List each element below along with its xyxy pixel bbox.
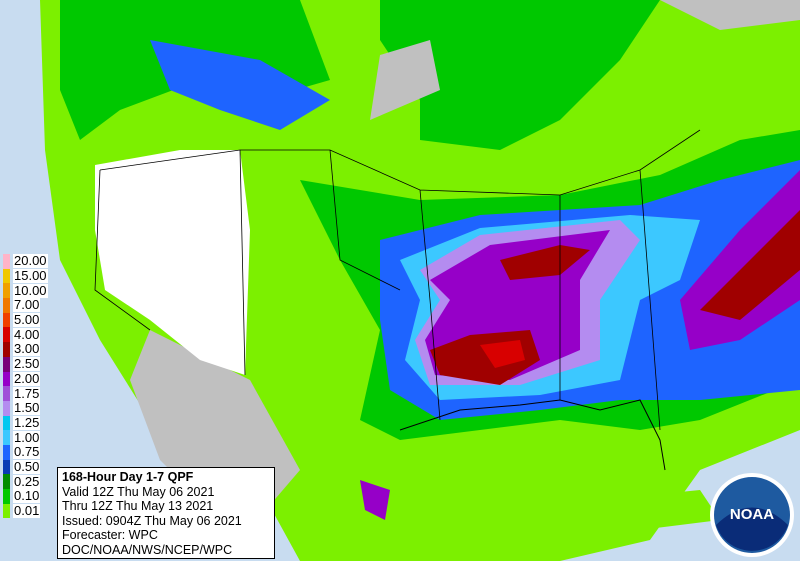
logo-text: NOAA [730, 506, 774, 523]
legend-swatch [3, 474, 10, 489]
borders [94, 129, 701, 431]
legend-label: 15.00 [13, 268, 48, 284]
legend-label: 10.00 [13, 282, 48, 298]
legend-row: 2.00 [3, 370, 59, 387]
dry-land [370, 40, 440, 120]
valid: Valid 12Z Thu May 06 2021 [62, 484, 215, 499]
noaa-logo: NOAA [710, 473, 794, 557]
precip-green [380, 0, 660, 150]
legend-swatch [3, 400, 10, 416]
legend-label: 2.50 [13, 356, 41, 372]
precip-purple [360, 480, 390, 520]
legend-row: 10.00 [3, 282, 59, 299]
legend-label: 0.10 [13, 488, 41, 504]
legend-row: 5.00 [3, 313, 59, 328]
legend-swatch [3, 283, 10, 299]
legend-label: 1.75 [13, 385, 41, 401]
legend: 20.00 15.00 10.00 7.00 5.00 4.00 3.00 2.50 2.00 1… [3, 254, 59, 519]
legend-row: 7.00 [3, 298, 59, 313]
precip-red [500, 245, 590, 280]
legend-label: 1.00 [13, 429, 41, 445]
legend-label: 1.25 [13, 414, 41, 430]
legend-label: 1.50 [13, 400, 41, 416]
legend-swatch [3, 312, 10, 328]
forecaster: Forecaster: WPC [62, 528, 158, 543]
legend-label: 4.00 [13, 326, 41, 342]
legend-swatch [3, 327, 10, 343]
legend-row: 3.00 [3, 342, 59, 357]
legend-label: 0.50 [13, 458, 41, 474]
legend-label: 0.75 [13, 444, 41, 460]
dry-area [95, 150, 250, 375]
logo-wave [716, 507, 788, 551]
legend-swatch [3, 415, 10, 431]
dry-land [660, 0, 800, 30]
legend-swatch [3, 503, 10, 519]
legend-row: 1.75 [3, 386, 59, 401]
source: DOC/NOAA/NWS/NCEP/WPC [62, 542, 233, 557]
legend-swatch [3, 386, 10, 401]
legend-row: 1.00 [3, 430, 59, 445]
legend-swatch [3, 268, 10, 284]
legend-row: 0.25 [3, 474, 59, 489]
legend-row: 0.75 [3, 445, 59, 460]
legend-row: 1.25 [3, 414, 59, 431]
legend-row: 15.00 [3, 269, 59, 284]
legend-swatch [3, 356, 10, 372]
legend-label: 0.01 [13, 503, 41, 519]
legend-label: 20.00 [13, 253, 48, 269]
legend-row: 1.50 [3, 401, 59, 416]
legend-swatch [3, 342, 10, 357]
legend-row: 4.00 [3, 326, 59, 343]
legend-swatch [3, 459, 10, 475]
legend-label: 2.00 [13, 370, 41, 386]
title: 168-Hour Day 1-7 QPF [62, 470, 194, 484]
legend-label: 7.00 [13, 297, 41, 313]
legend-swatch [3, 254, 10, 269]
legend-row: 2.50 [3, 357, 59, 372]
legend-label: 5.00 [13, 312, 41, 328]
info-box: 168-Hour Day 1-7 QPF Valid 12Z Thu May 0… [57, 467, 275, 559]
legend-row: 0.01 [3, 504, 59, 519]
precip-blue [150, 40, 330, 130]
legend-swatch [3, 371, 10, 387]
issued: Issued: 0904Z Thu May 06 2021 [62, 513, 242, 528]
light-precip [600, 490, 720, 530]
legend-row: 0.10 [3, 489, 59, 504]
thru: Thru 12Z Thu May 13 2021 [62, 499, 214, 514]
legend-swatch [3, 489, 10, 504]
legend-label: 3.00 [13, 341, 41, 357]
precip-bright-red [480, 340, 525, 368]
legend-label: 0.25 [13, 473, 41, 489]
legend-row: 20.00 [3, 254, 59, 269]
precip-red [700, 210, 800, 320]
legend-swatch [3, 430, 10, 445]
legend-swatch [3, 298, 10, 313]
coastline [399, 399, 666, 471]
legend-swatch [3, 444, 10, 460]
legend-row: 0.50 [3, 458, 59, 475]
